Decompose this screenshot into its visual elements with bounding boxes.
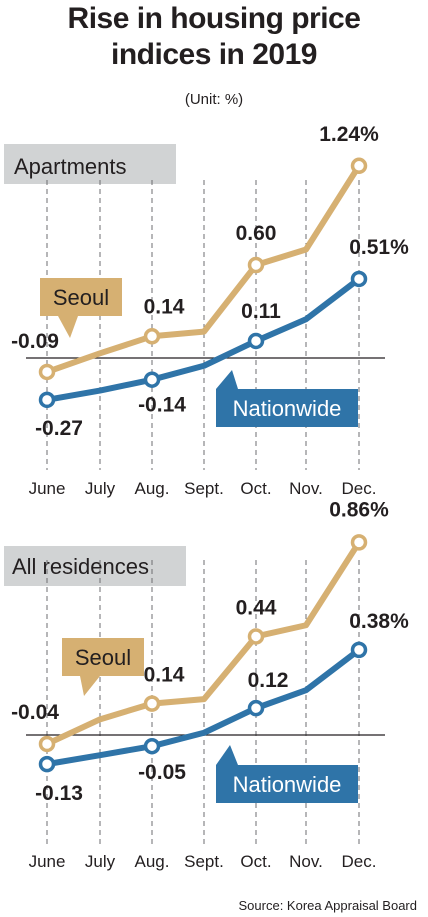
data-point-seoul bbox=[38, 735, 56, 753]
legend-seoul: Seoul bbox=[53, 285, 109, 310]
x-tick-label: July bbox=[85, 479, 116, 498]
data-point-seoul bbox=[143, 695, 161, 712]
x-tick-label: Oct. bbox=[240, 479, 271, 498]
x-tick-label: Dec. bbox=[342, 852, 377, 871]
data-point-nationwide bbox=[350, 270, 368, 288]
series-line-nationwide bbox=[44, 275, 362, 403]
data-label-seoul: 0.86% bbox=[329, 498, 389, 521]
chart-panels: Apartments June July Aug. Sept. Oct. Nov. Dec. -… bbox=[4, 123, 409, 871]
data-point-nationwide bbox=[247, 699, 265, 717]
seoul-callout-tail bbox=[58, 316, 78, 338]
legend-nationwide: Nationwide bbox=[233, 396, 342, 421]
nationwide-callout-box bbox=[216, 389, 358, 427]
series-line-seoul bbox=[44, 162, 362, 375]
series-line-nationwide bbox=[44, 646, 362, 768]
data-point-nationwide bbox=[247, 332, 265, 350]
data-label-seoul: -0.09 bbox=[11, 330, 59, 353]
chart-title-line1: Rise in housing price bbox=[68, 2, 361, 35]
data-label-nationwide: -0.05 bbox=[138, 761, 186, 784]
x-tick-label: Nov. bbox=[289, 852, 323, 871]
data-point-nationwide bbox=[350, 641, 368, 659]
source-note: Source: Korea Appraisal Board bbox=[239, 898, 418, 913]
data-point-nationwide bbox=[143, 737, 161, 755]
x-tick-label: Oct. bbox=[240, 852, 271, 871]
legend-seoul: Seoul bbox=[75, 645, 131, 670]
data-label-nationwide: -0.14 bbox=[138, 394, 186, 417]
x-tick-label: Aug. bbox=[135, 479, 170, 498]
data-label-seoul: 1.24% bbox=[319, 123, 379, 146]
panel-title: Apartments bbox=[14, 154, 127, 179]
data-point-seoul bbox=[247, 256, 265, 274]
data-label-seoul: 0.14 bbox=[144, 295, 185, 318]
data-label-nationwide: 0.11 bbox=[241, 300, 281, 323]
nationwide-callout-tail bbox=[216, 370, 238, 389]
nationwide-callout-tail bbox=[216, 745, 238, 765]
x-tick-label: Sept. bbox=[184, 852, 224, 871]
seoul-callout-box bbox=[62, 638, 144, 676]
data-label-nationwide: -0.27 bbox=[35, 417, 83, 440]
data-point-nationwide bbox=[38, 391, 56, 409]
series-line-seoul bbox=[44, 539, 362, 747]
x-tick-label: July bbox=[85, 852, 116, 871]
x-tick-label: Aug. bbox=[135, 852, 170, 871]
seoul-callout-box bbox=[40, 278, 122, 316]
x-tick-label: Sept. bbox=[184, 479, 224, 498]
data-label-nationwide: -0.13 bbox=[35, 782, 83, 805]
data-label-seoul: 0.14 bbox=[144, 664, 185, 687]
panel-title: All residences bbox=[12, 554, 149, 579]
data-point-nationwide bbox=[143, 371, 161, 388]
seoul-callout-tail bbox=[80, 676, 100, 696]
data-label-seoul: 0.60 bbox=[236, 222, 277, 245]
panel-apartments: Apartments June July Aug. Sept. Oct. Nov. Dec. -… bbox=[4, 123, 409, 498]
panel-all-residences: All residences June July Aug. Sept. Oct. Nov. D… bbox=[4, 498, 409, 871]
x-tick-label: Dec. bbox=[342, 479, 377, 498]
panel-label-box bbox=[4, 144, 176, 184]
panel-label-box bbox=[4, 546, 186, 586]
data-point-nationwide bbox=[38, 755, 56, 773]
x-tick-label: Nov. bbox=[289, 479, 323, 498]
data-label-nationwide: 0.38% bbox=[349, 610, 409, 633]
data-label-nationwide: 0.12 bbox=[248, 669, 289, 692]
data-point-seoul bbox=[247, 628, 265, 645]
data-label-seoul: 0.44 bbox=[236, 596, 277, 619]
data-label-seoul: -0.04 bbox=[11, 701, 59, 724]
unit-label: (Unit: %) bbox=[185, 91, 243, 108]
data-point-seoul bbox=[350, 157, 368, 175]
data-point-seoul bbox=[143, 328, 161, 345]
chart-title-line2: indices in 2019 bbox=[111, 38, 317, 71]
nationwide-callout-box bbox=[216, 765, 358, 803]
data-label-nationwide: 0.51% bbox=[349, 236, 409, 259]
data-point-seoul bbox=[38, 363, 56, 381]
x-tick-label: June bbox=[29, 852, 66, 871]
x-tick-label: June bbox=[29, 479, 66, 498]
legend-nationwide: Nationwide bbox=[233, 772, 342, 797]
data-point-seoul bbox=[350, 534, 368, 551]
